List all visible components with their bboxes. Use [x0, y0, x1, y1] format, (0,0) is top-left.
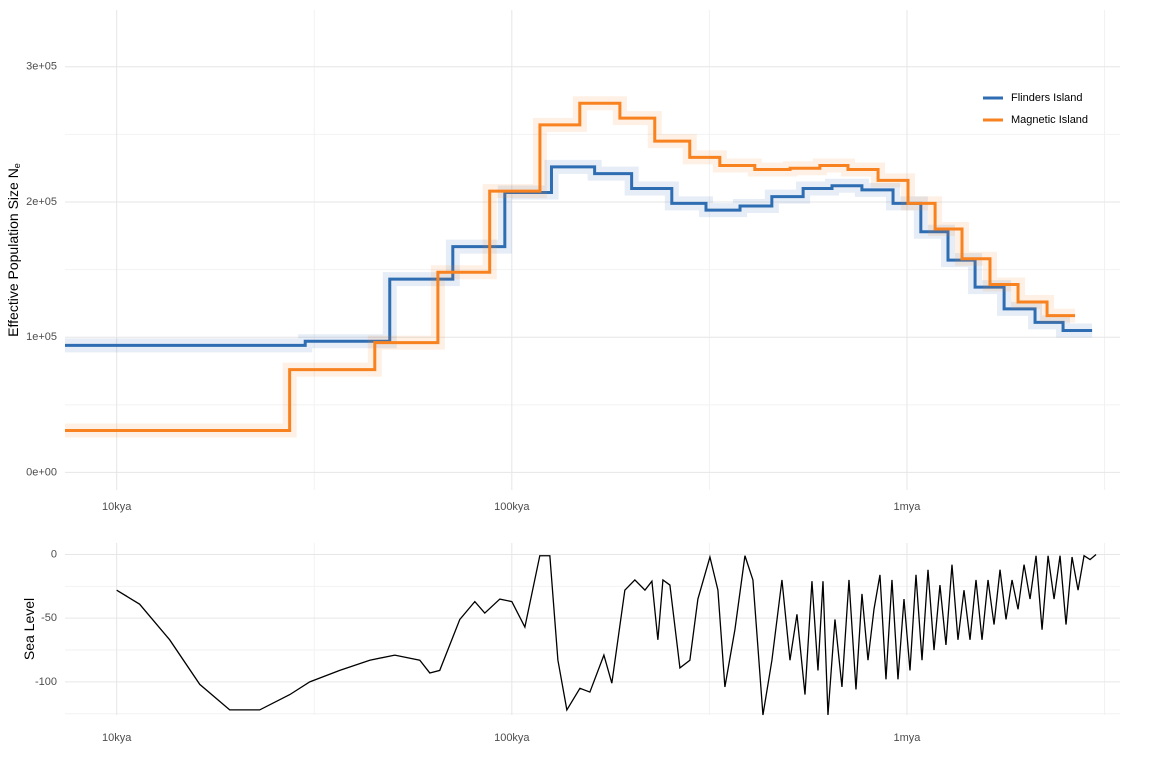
x-tick-label: 10kya — [102, 732, 132, 744]
y-tick-label: -50 — [41, 612, 57, 624]
uncertainty-halo — [65, 96, 1076, 438]
step-line — [65, 101, 1076, 433]
y-tick-label: 1e+05 — [26, 331, 57, 343]
line — [116, 553, 1097, 716]
x-tick-label: 10kya — [102, 501, 132, 513]
y-axis-title-text: Effective Population Size N — [5, 168, 21, 337]
y-tick-label: 0 — [51, 548, 57, 560]
y-tick-label: 3e+05 — [26, 61, 57, 73]
y-tick-label: 0e+00 — [26, 466, 57, 478]
y-axis-title: Effective Population Size Ne — [5, 163, 23, 337]
x-tick-label: 100kya — [494, 732, 530, 744]
x-tick-label: 1mya — [894, 732, 922, 744]
y-axis-title-text: Sea Level — [21, 598, 37, 660]
y-axis-title-subscript: e — [12, 163, 22, 168]
x-tick-label: 1mya — [894, 501, 922, 513]
legend-label: Magnetic Island — [1011, 114, 1088, 126]
legend-label: Flinders Island — [1011, 92, 1083, 104]
panel: 10kya 100kya 1mya 0e+00 1e+05 2e+05 3e+05 Effec… — [5, 10, 1120, 513]
y-axis-title: Sea Level — [21, 598, 37, 660]
step-line — [65, 165, 1093, 347]
y-tick-label: -100 — [35, 676, 57, 688]
panel: 10kya 100kya 1mya -100 -50 0 Sea Level — [21, 543, 1120, 744]
y-tick-label: 2e+05 — [26, 196, 57, 208]
uncertainty-halo — [65, 159, 1093, 353]
x-tick-label: 100kya — [494, 501, 530, 513]
